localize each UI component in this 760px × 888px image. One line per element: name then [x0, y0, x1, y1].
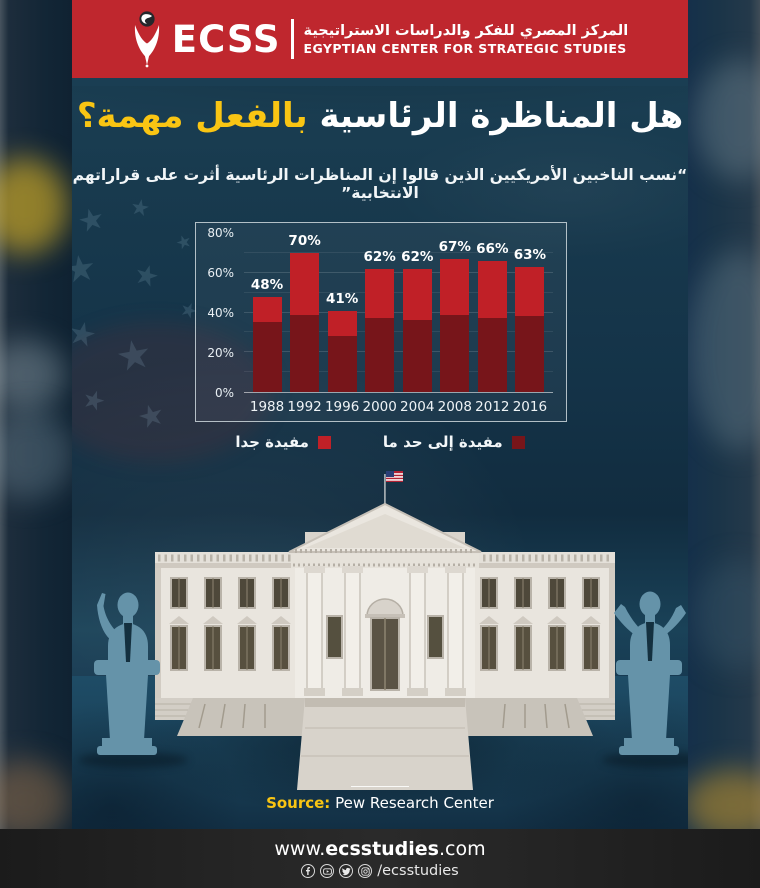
legend-swatch: [511, 435, 525, 449]
background-wave: [72, 86, 688, 216]
background-blur: [694, 60, 760, 180]
bar-2016: 63% 2016: [513, 233, 547, 415]
x-tick: 1988: [249, 399, 285, 415]
background-flag-tint: [72, 322, 272, 462]
x-tick: 2004: [400, 399, 435, 415]
y-tick: 20%: [207, 346, 234, 360]
bar-value-label: 48%: [250, 276, 284, 293]
title-yellow-part: بالفعل مهمة؟: [76, 96, 308, 136]
y-axis: 0% 20% 40% 60% 80%: [196, 226, 240, 400]
legend-label: مفيدة جدا: [235, 433, 309, 451]
bar-value-label: 63%: [513, 246, 547, 263]
title-white-part: هل المناظرة الرئاسية: [319, 96, 684, 136]
chart-legend: مفيدة إلى حد ما مفيدة جدا: [72, 433, 688, 451]
bar-2000: 62% 2000: [363, 233, 397, 415]
background-blur: [0, 340, 66, 410]
chart-plot: 48% 1988 70% 1992 41% 1996 62% 2000 62% 2004 67% 20…: [244, 232, 553, 415]
podium-shadow: [78, 752, 188, 768]
right-blur-margin: [688, 0, 760, 829]
source-divider: [351, 786, 409, 787]
bar-2004: 62% 2004: [400, 233, 434, 415]
ecss-logo: ECSS المركز المصري للفكر والدراسات الاست…: [132, 10, 628, 68]
org-names: المركز المصري للفكر والدراسات الاستراتيج…: [304, 23, 629, 56]
bar-value-label: 62%: [401, 248, 434, 265]
debater-silhouette-left: [94, 592, 160, 755]
facebook-icon: [301, 864, 316, 878]
x-tick: 1996: [324, 399, 360, 415]
source-label: Source:: [266, 794, 331, 812]
x-tick: 1992: [287, 399, 322, 415]
bar-value-label: 62%: [363, 248, 396, 265]
header-band: ECSS المركز المصري للفكر والدراسات الاست…: [72, 0, 688, 78]
x-tick: 2000: [362, 399, 397, 415]
background-blur: [0, 760, 70, 829]
social-row: /ecsstudies: [301, 863, 459, 879]
ecss-logo-text: ECSS: [171, 17, 281, 61]
source-value: Pew Research Center: [335, 794, 494, 812]
white-house-illustration: [155, 471, 615, 790]
legend-item: مفيدة إلى حد ما: [383, 433, 525, 451]
bar-value-label: 41%: [325, 290, 359, 307]
twitter-icon: [339, 864, 354, 878]
debater-silhouette-right: [614, 591, 686, 755]
flag-star: ★: [72, 246, 99, 293]
y-tick: 40%: [207, 306, 234, 320]
us-flag: [386, 471, 403, 482]
youtube-icon: [320, 864, 335, 878]
background-blur: [0, 158, 68, 254]
bar-value-label: 66%: [476, 240, 509, 257]
left-blur-margin: [0, 0, 72, 829]
footer-band: www.ecsstudies.com /ecsstudies: [0, 829, 760, 888]
background-blur: [0, 410, 72, 500]
source: Source: Pew Research Center: [72, 794, 688, 812]
legend-swatch: [317, 435, 331, 449]
url-suffix: .com: [438, 838, 486, 860]
background-blur: [688, 770, 760, 829]
flag-star: ★: [112, 330, 156, 382]
bar-2008: 67% 2008: [438, 233, 472, 415]
url-prefix: www.: [274, 838, 326, 860]
y-tick: 60%: [207, 266, 234, 280]
infographic-poster: ★ ★ ★ ★ ★ ★ ★ ★ ★ ★ ECSS المركز المصري ل…: [72, 0, 688, 829]
org-name-english: EGYPTIAN CENTER FOR STRATEGIC STUDIES: [303, 40, 627, 56]
ecss-logo-icon: [134, 11, 159, 68]
background-wave: [388, 120, 688, 260]
social-handle: /ecsstudies: [377, 863, 459, 879]
org-name-arabic: المركز المصري للفكر والدراسات الاستراتيج…: [303, 22, 629, 39]
y-tick: 0%: [214, 386, 234, 400]
website-url: www.ecsstudies.com: [274, 838, 485, 860]
flag-star: ★: [130, 256, 164, 295]
flag-star: ★: [172, 229, 196, 256]
bar-chart: 0% 20% 40% 60% 80% 48% 1988 70% 1992 41% 1996 62% 2…: [195, 222, 567, 422]
bars: 48% 1988 70% 1992 41% 1996 62% 2000 62% 2004 67% 20…: [244, 232, 553, 415]
bar-1996: 41% 1996: [325, 233, 359, 415]
background-blur: [688, 250, 760, 450]
legend-label: مفيدة إلى حد ما: [382, 433, 503, 451]
podium-shadow: [602, 752, 688, 768]
legend-item: مفيدة جدا: [235, 433, 331, 451]
bar-1988: 48% 1988: [250, 233, 284, 415]
page-title: هل المناظرة الرئاسية بالفعل مهمة؟: [72, 94, 688, 140]
bar-2012: 66% 2012: [475, 233, 509, 415]
bar-1992: 70% 1992: [287, 232, 321, 415]
x-tick: 2016: [512, 399, 548, 415]
page-subtitle: “نسب الناخبين الأمريكيين الذين قالوا إن …: [72, 166, 688, 202]
bar-value-label: 67%: [438, 238, 471, 255]
logo-divider: [290, 19, 294, 59]
instagram-icon: [358, 864, 373, 878]
y-tick: 80%: [207, 226, 234, 240]
background-blur: [692, 560, 760, 670]
x-tick: 2008: [437, 399, 472, 415]
bar-value-label: 70%: [288, 232, 321, 249]
url-domain: ecsstudies: [325, 838, 439, 860]
x-tick: 2012: [475, 399, 510, 415]
